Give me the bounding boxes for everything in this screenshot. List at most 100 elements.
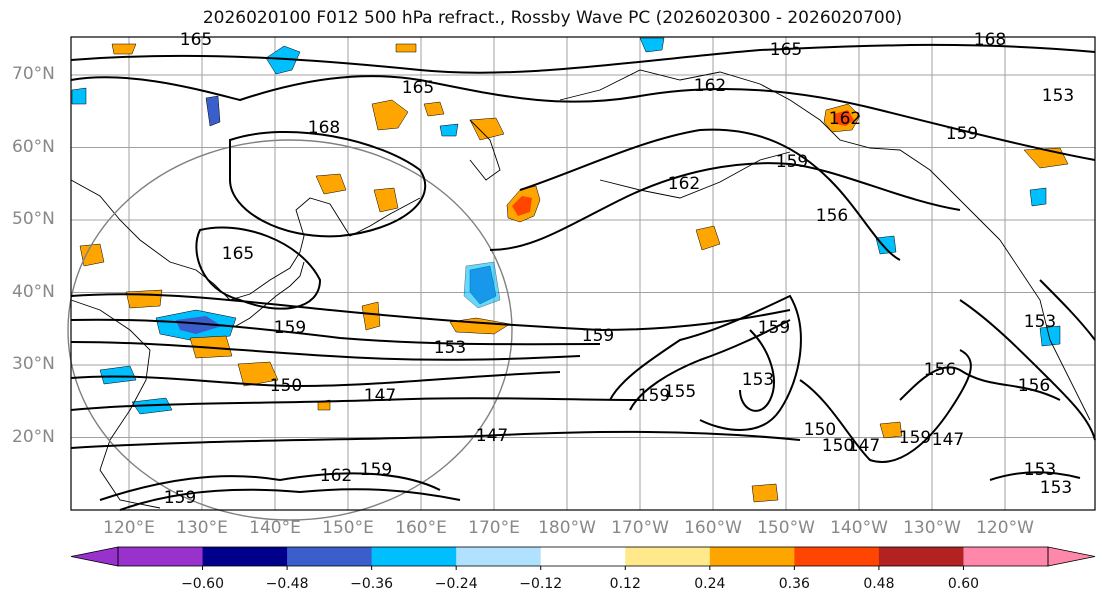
- longitude-label: 120°E: [103, 518, 155, 538]
- contour-line: [119, 488, 461, 511]
- longitude-label: 130°E: [176, 518, 228, 538]
- colorbar-tick-label: −0.24: [434, 576, 478, 592]
- contour-line: [70, 43, 1096, 74]
- colorbar-swatch: [118, 547, 204, 566]
- contour-label: 153: [742, 370, 774, 390]
- anomaly-blob: [1039, 325, 1061, 347]
- colorbar-swatch: [794, 547, 880, 566]
- coastline-kamchatka: [469, 119, 501, 181]
- contour-line: [1039, 279, 1096, 341]
- latitude-label: 40°N: [12, 281, 55, 302]
- anomaly-blob: [395, 43, 417, 53]
- colorbar-tick-label: −0.12: [519, 576, 563, 592]
- map-frame: [70, 36, 1096, 511]
- contour-line: [70, 397, 641, 411]
- contour-label: 153: [1042, 86, 1074, 106]
- contour-label: 153: [434, 338, 466, 358]
- contour-label: 165: [402, 78, 434, 98]
- contour-label: 168: [308, 118, 340, 138]
- longitude-label: 150°W: [757, 518, 815, 538]
- contour-label: 153: [1040, 478, 1072, 498]
- contour-label: 165: [222, 244, 254, 264]
- contour-label: 165: [770, 40, 802, 60]
- anomaly-blob: [205, 95, 221, 127]
- contour-label: 153: [1024, 312, 1056, 332]
- anomaly-blob: [125, 289, 163, 309]
- coastline-alaska: [559, 69, 1001, 241]
- contour-label: 159: [899, 428, 931, 448]
- contour-label: 156: [1018, 376, 1050, 396]
- contour-label: 159: [638, 386, 670, 406]
- contour-label: 156: [924, 360, 956, 380]
- anomaly-blob: [439, 123, 459, 137]
- anomaly-blob: [834, 110, 854, 126]
- contour-label: 150: [270, 376, 302, 396]
- contour-label: 162: [829, 109, 861, 129]
- longitude-label: 150°E: [322, 518, 374, 538]
- contour-label: 162: [668, 174, 700, 194]
- colorbar-tick-label: −0.60: [181, 576, 224, 592]
- contour-label: 159: [582, 326, 614, 346]
- colorbar-swatch: [287, 547, 373, 566]
- contour-line: [70, 371, 561, 388]
- contour-label: 165: [180, 30, 212, 50]
- contour-label: 159: [776, 152, 808, 172]
- contour-line: [70, 75, 1096, 161]
- contour-line: [195, 226, 322, 310]
- anomaly-blob: [361, 301, 381, 331]
- longitude-label: 140°E: [249, 518, 301, 538]
- anomaly-blob: [371, 99, 409, 131]
- anomaly-blob: [463, 261, 501, 309]
- anomaly-blob: [751, 483, 779, 503]
- contour-line: [229, 130, 427, 238]
- colorbar-swatch: [202, 547, 288, 566]
- colorbar-tick-label: 0.36: [778, 576, 810, 592]
- longitude-label: 140°W: [830, 518, 888, 538]
- great-circle: [67, 139, 513, 521]
- longitude-label: 170°W: [611, 518, 669, 538]
- contour-label: 162: [320, 466, 352, 486]
- colorbar-swatch: [456, 547, 542, 566]
- longitude-label: 160°W: [684, 518, 742, 538]
- anomaly-blob: [423, 101, 445, 117]
- contour-line: [70, 341, 581, 361]
- coastlines: [70, 69, 1091, 509]
- contour-label: 150: [804, 420, 836, 440]
- colorbar-swatch: [625, 547, 711, 566]
- anomaly-blob: [71, 87, 87, 105]
- longitude-label: 160°E: [395, 518, 447, 538]
- anomaly-blob: [176, 316, 222, 334]
- map-title: 2026020100 F012 500 hPa refract., Rossby…: [202, 8, 903, 28]
- anomaly-blob: [875, 235, 897, 255]
- contour-line: [519, 128, 901, 261]
- longitude-label: 180°W: [538, 518, 596, 538]
- colorbar: [70, 546, 1096, 570]
- contour-line: [739, 329, 775, 412]
- longitude-label: 120°W: [976, 518, 1034, 538]
- anomaly-blob: [111, 43, 137, 55]
- shaded-anomalies: [71, 37, 1069, 503]
- contour-label: 155: [664, 382, 696, 402]
- contour-label: 147: [848, 436, 880, 456]
- contour-line: [799, 349, 972, 463]
- colorbar-tick-label: −0.36: [350, 576, 394, 592]
- colorbar-swatch: [709, 547, 795, 566]
- map-background: [71, 37, 1095, 510]
- anomaly-blob: [265, 45, 301, 75]
- contour-label: 168: [974, 30, 1006, 50]
- coastline-aleutians: [599, 151, 791, 199]
- anomaly-blob: [695, 225, 721, 251]
- contour-label: 159: [946, 124, 978, 144]
- anomaly-blob: [512, 196, 532, 216]
- colorbar-extend-high: [1047, 546, 1096, 567]
- contour-label: 159: [274, 318, 306, 338]
- anomaly-blob: [237, 361, 279, 387]
- contour-line: [609, 294, 802, 431]
- contour-line: [899, 366, 1061, 401]
- colorbar-swatch: [371, 547, 457, 566]
- longitude-label: 170°E: [468, 518, 520, 538]
- anomaly-blob: [1029, 187, 1047, 207]
